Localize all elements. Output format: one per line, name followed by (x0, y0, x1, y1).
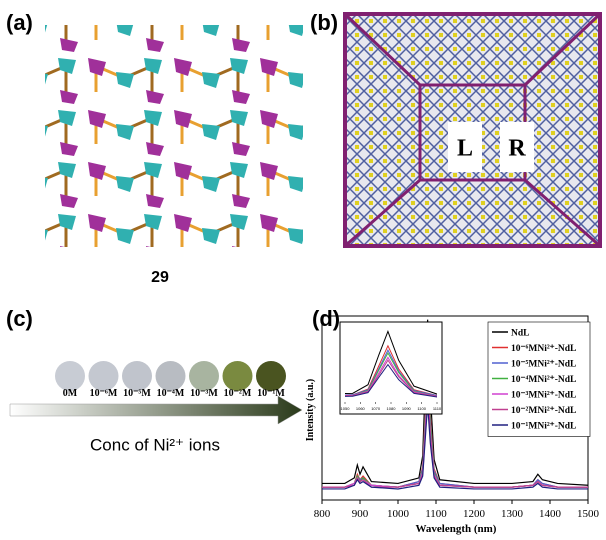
x-tick-label: 1400 (539, 508, 562, 520)
sample-label: 10⁻⁴M (157, 388, 185, 399)
inset-x-tick-label: 1100 (417, 406, 426, 411)
panel-label: (c) (6, 306, 33, 331)
x-tick-label: 1300 (501, 508, 524, 520)
inset-x-tick-label: 1070 (371, 406, 381, 411)
spectrum-line (345, 330, 437, 395)
x-tick-label: 1500 (577, 508, 600, 520)
sample-disc (189, 361, 219, 391)
concentration-arrow (9, 395, 303, 425)
inset-x-tick-label: 1090 (402, 406, 412, 411)
legend-label: 10⁻³MNi²⁺-NdL (511, 391, 576, 401)
legend-label: 10⁻¹MNi²⁺-NdL (511, 422, 576, 432)
inset-x-tick-label: 1080 (387, 406, 397, 411)
inset-x-tick-label: 1050 (341, 406, 351, 411)
sample-label: 10⁻⁶M (90, 388, 118, 399)
panel-label: (a) (6, 10, 33, 35)
x-tick-label: 800 (314, 508, 331, 520)
spectrum-line (345, 349, 437, 397)
compound-number: 29 (151, 269, 169, 286)
sample-label: 10⁻⁵M (123, 388, 151, 399)
inset-plot (345, 330, 437, 398)
sample-label: 0M (63, 388, 78, 399)
inset-x-tick-label: 1110 (433, 406, 442, 411)
inset-x-tick-label: 1060 (356, 406, 366, 411)
legend-label: 10⁻²MNi²⁺-NdL (511, 406, 576, 416)
crystal-structure (45, 25, 303, 247)
x-tick-label: 1200 (463, 508, 486, 520)
panel-label: (d) (312, 306, 340, 331)
concentration-label: Conc of Ni²⁺ ions (90, 435, 220, 454)
legend-label: 10⁻⁶MNi²⁺-NdL (511, 344, 576, 354)
legend-label: 10⁻⁴MNi²⁺-NdL (511, 375, 576, 385)
cage-label: R (508, 136, 526, 162)
cage-structure (343, 12, 602, 248)
cage-label: L (457, 136, 473, 162)
sample-disc (222, 361, 253, 391)
spectrum-line (322, 404, 588, 490)
spectrum-line (345, 351, 437, 397)
sample-disc (155, 361, 186, 391)
x-tick-label: 1100 (425, 508, 447, 520)
sample-label: 10⁻²M (224, 388, 252, 399)
sample-disc (122, 361, 152, 391)
spectrum-line (345, 356, 437, 397)
inset-frame (339, 321, 443, 415)
legend-label: 10⁻⁵MNi²⁺-NdL (511, 360, 576, 370)
panel-label: (b) (310, 10, 338, 35)
x-tick-label: 900 (352, 508, 369, 520)
sample-disc (256, 361, 286, 391)
x-tick-label: 1000 (387, 508, 410, 520)
sample-disc (55, 361, 85, 391)
sample-label: 10⁻³M (190, 388, 218, 399)
sample-label: 10⁻¹M (257, 388, 285, 399)
spectrum-line (345, 363, 437, 398)
legend-label: NdL (511, 329, 529, 339)
spectrum-line (345, 359, 437, 397)
x-axis-label: Wavelength (nm) (416, 523, 497, 535)
y-axis-label: Intensity (a.u.) (305, 379, 316, 442)
spectrum-line (345, 344, 437, 397)
sample-disc (88, 361, 119, 391)
